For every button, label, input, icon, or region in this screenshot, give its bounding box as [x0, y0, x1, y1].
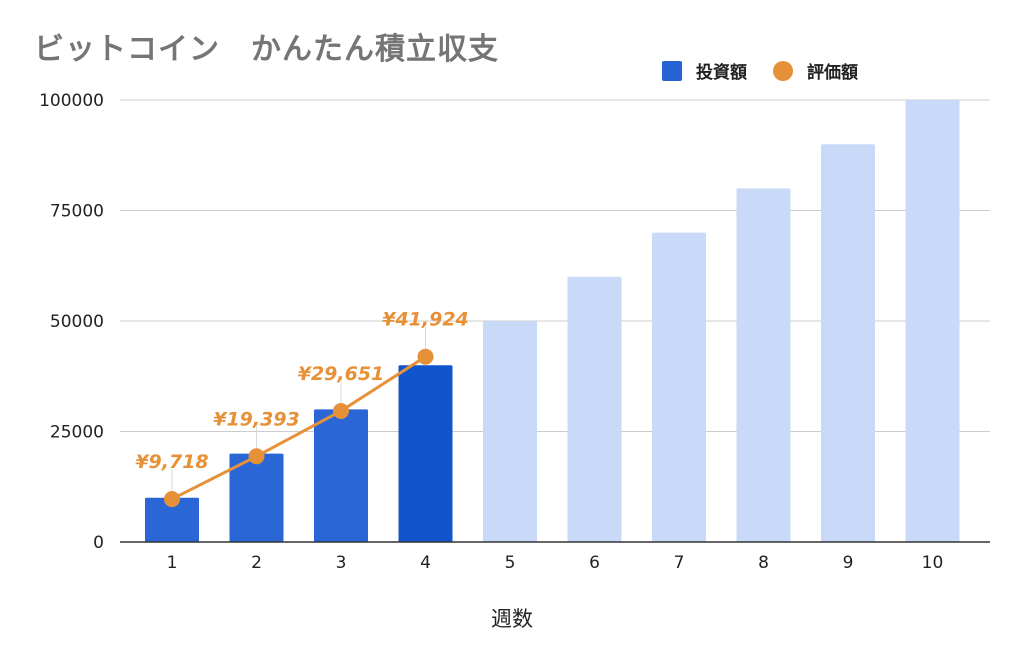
data-label: ¥9,718 — [135, 451, 208, 473]
legend-item-investment: 投資額 — [662, 58, 747, 83]
valuation-point — [333, 402, 349, 419]
bar — [821, 144, 875, 542]
legend: 投資額 評価額 — [662, 58, 884, 83]
data-label: ¥19,393 — [213, 408, 300, 430]
bar — [736, 188, 791, 542]
x-axis-title: 週数 — [491, 607, 533, 631]
x-tick-label: 10 — [922, 553, 944, 573]
x-tick-label: 6 — [589, 553, 600, 573]
y-tick-label: 0 — [93, 533, 104, 553]
x-tick-label: 8 — [758, 553, 769, 573]
y-tick-label: 100000 — [39, 91, 104, 111]
y-tick-label: 50000 — [50, 312, 104, 332]
bar — [145, 497, 199, 542]
x-tick-label: 9 — [843, 553, 854, 573]
x-tick-label: 3 — [336, 553, 347, 573]
valuation-point — [417, 348, 434, 365]
bar — [567, 276, 622, 542]
legend-swatch-valuation — [773, 60, 793, 81]
y-tick-label: 75000 — [50, 202, 104, 222]
data-label: ¥29,651 — [298, 363, 385, 385]
legend-label-investment: 投資額 — [696, 63, 747, 83]
valuation-line — [171, 355, 427, 501]
bar — [905, 100, 960, 542]
valuation-point — [164, 491, 180, 508]
valuation-point — [248, 448, 265, 465]
bar — [314, 409, 368, 542]
x-tick-label: 5 — [505, 553, 516, 573]
data-label: ¥41,924 — [382, 309, 469, 331]
x-tick-label: 7 — [674, 553, 685, 573]
legend-label-valuation: 評価額 — [807, 63, 858, 83]
bar — [483, 321, 537, 542]
y-tick-label: 25000 — [50, 423, 104, 443]
x-tick-label: 4 — [420, 553, 431, 573]
bar — [229, 453, 284, 542]
legend-swatch-investment — [662, 60, 682, 81]
x-tick-label: 1 — [167, 553, 178, 573]
chart-title: ビットコイン かんたん積立収支 — [34, 32, 499, 67]
legend-item-valuation: 評価額 — [773, 58, 858, 83]
bar — [652, 232, 706, 542]
x-tick-label: 2 — [251, 553, 262, 573]
bar — [398, 365, 453, 542]
